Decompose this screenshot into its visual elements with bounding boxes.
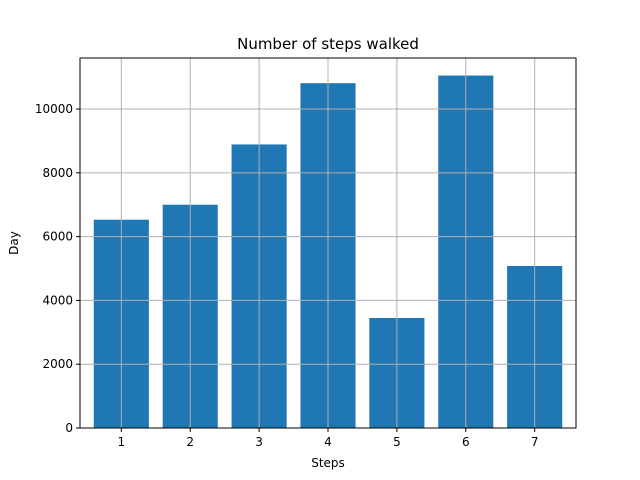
ticks: 0 2000 4000 6000 8000 10000 1 2 3 4 5 6 7	[35, 102, 539, 449]
x-tick-label: 6	[462, 435, 470, 449]
y-tick-label: 2000	[42, 357, 73, 371]
y-tick-label: 8000	[42, 166, 73, 180]
y-tick-label: 4000	[42, 293, 73, 307]
x-tick-label: 1	[118, 435, 126, 449]
x-axis-label: Steps	[311, 456, 345, 470]
x-tick-label: 3	[255, 435, 263, 449]
chart-title: Number of steps walked	[237, 35, 419, 53]
y-tick-label: 6000	[42, 230, 73, 244]
x-tick-label: 5	[393, 435, 401, 449]
x-tick-label: 2	[186, 435, 194, 449]
x-tick-label: 7	[531, 435, 539, 449]
y-tick-label: 0	[65, 421, 73, 435]
y-tick-label: 10000	[35, 102, 73, 116]
x-tick-label: 4	[324, 435, 332, 449]
y-axis-label: Day	[7, 231, 21, 255]
